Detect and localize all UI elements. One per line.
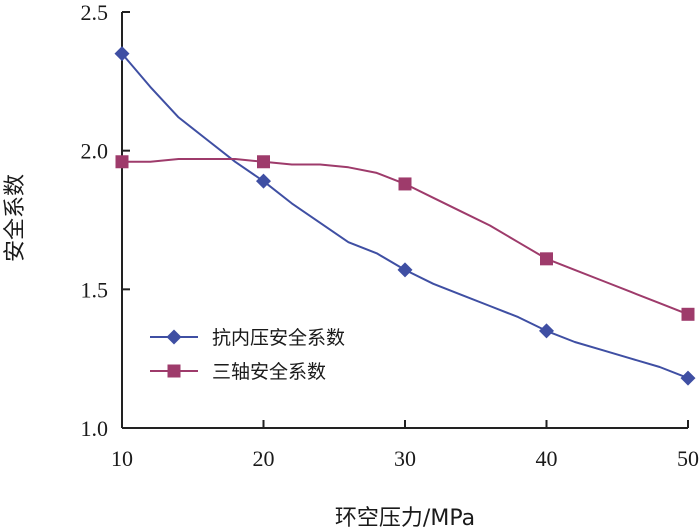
legend-label: 抗内压安全系数 [212,327,345,349]
data-point [114,46,130,62]
legend-entry-2: 三轴安全系数 [150,361,326,383]
data-point [257,155,270,169]
data-point [539,323,554,339]
legend-marker [167,364,181,378]
x-axis-title: 环空压力/MPa [335,506,475,530]
ticks: 1.0 1.5 2.0 2.5 10 20 30 40 50 [81,0,700,471]
data-point [540,252,553,266]
y-tick-label: 1.5 [81,277,109,302]
x-tick-label: 30 [394,446,416,471]
series-1 [114,46,696,386]
series-layer [114,46,696,386]
legend-marker [166,329,182,345]
data-point [256,173,271,189]
data-point [680,370,696,386]
legend-entry-1: 抗内压安全系数 [150,327,345,349]
x-tick-label: 10 [111,446,133,471]
data-point [681,307,695,321]
y-tick-label: 2.0 [81,139,109,164]
y-tick-label: 2.5 [81,0,109,25]
data-point [398,177,412,191]
y-axis-title: 安全系数 [3,174,28,262]
y-tick-label: 1.0 [81,416,109,441]
data-point [115,155,129,169]
data-point [397,262,413,278]
legend-label: 三轴安全系数 [212,361,326,383]
x-tick-label: 20 [253,446,275,471]
series-2 [115,155,695,321]
x-tick-label: 40 [536,446,558,471]
series-line [121,52,689,380]
x-tick-label: 50 [677,446,699,471]
axes [121,12,688,429]
